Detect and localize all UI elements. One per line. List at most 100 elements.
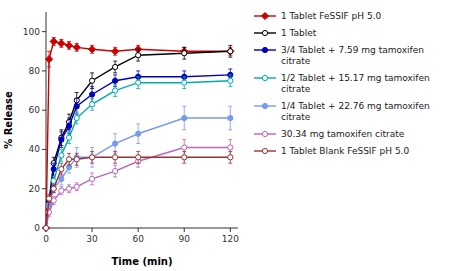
legend-item: 1 Tablet [254,28,317,38]
legend-item: 1/4 Tablet + 22.76 mg tamoxifencitrate [254,101,430,122]
error-cap [59,186,63,187]
x-tick [230,228,231,232]
y-tick [42,188,46,189]
error-cap [90,184,94,185]
y-tick-label: 20 [29,184,41,194]
error-bar [136,77,140,89]
x-tick-label: 60 [132,234,144,244]
error-cap [47,202,51,203]
series-line [46,157,230,228]
data-point [182,145,187,150]
error-cap [52,184,56,185]
error-bar [52,185,56,193]
error-bar [52,185,56,193]
error-cap [136,151,140,152]
series-line [46,147,230,228]
error-cap [113,72,117,73]
error-cap [75,167,79,168]
data-point [182,51,187,56]
error-cap [136,76,140,77]
error-cap [67,118,71,119]
series-line [46,75,230,228]
series [43,151,233,230]
error-bar [182,106,186,130]
data-point [59,176,64,181]
error-bar [75,147,79,167]
error-cap [52,163,56,164]
error-cap [228,45,232,46]
y-tick-label: 100 [23,27,40,37]
error-cap [47,66,51,67]
error-cap [52,184,56,185]
error-cap [47,51,51,52]
error-cap [136,88,140,89]
data-point [43,225,48,230]
data-point [43,225,48,230]
error-cap [228,57,232,58]
data-point [59,153,64,158]
error-cap [182,163,186,164]
error-cap [75,112,79,113]
data-point [182,155,187,160]
error-cap [182,70,186,71]
error-cap [75,147,79,148]
legend-item: 30.34 mg tamoxifen citrate [254,129,405,139]
error-cap [67,173,71,174]
data-point [136,53,141,58]
x-tick-label: 30 [86,234,98,244]
y-tick-label: 40 [29,144,41,154]
data-point [89,155,94,160]
x-axis [46,228,238,229]
legend-label-line: 30.34 mg tamoxifen citrate [281,129,405,139]
data-point [45,56,52,63]
error-cap [52,196,56,197]
legend-label-line: 1 Tablet [281,28,317,38]
error-cap [113,61,117,62]
data-point [228,155,233,160]
error-bar [113,61,117,73]
data-point [74,184,79,189]
error-cap [182,106,186,107]
error-bar [90,98,94,110]
series-line [46,51,230,228]
error-cap [136,143,140,144]
data-point [66,123,71,128]
error-bar [52,197,56,205]
error-bar [228,45,232,57]
data-point [113,78,118,83]
series [43,75,233,231]
error-bar [182,77,186,89]
y-tick-label: 60 [29,105,41,115]
error-cap [75,98,79,99]
data-point [136,155,141,160]
data-point [51,186,56,191]
x-tick [184,228,185,232]
y-tick [42,70,46,71]
error-cap [228,68,232,69]
error-bar [182,151,186,163]
data-point [59,166,64,171]
error-bar [59,187,63,195]
x-tick-label: 120 [222,234,239,244]
error-bar [228,106,232,130]
data-point [112,48,119,55]
error-bar [113,165,117,177]
data-point [42,224,49,231]
error-cap [90,147,94,148]
error-bar [228,151,232,163]
error-cap [52,204,56,205]
error-cap [59,161,63,162]
data-point [89,155,94,160]
error-cap [228,74,232,75]
error-bar [136,124,140,144]
legend-item: 1 Tablet FeSSIF pH 5.0 [254,11,382,21]
error-cap [67,143,71,144]
error-cap [113,74,117,75]
error-bar [90,151,94,163]
legend-label-line: 1 Tablet Blank FeSSIF pH 5.0 [281,146,409,156]
legend-label: 1 Tablet FeSSIF pH 5.0 [281,11,382,21]
data-point [43,225,48,230]
error-bar [59,132,63,148]
error-bar [113,134,117,154]
legend-marker [262,148,267,153]
